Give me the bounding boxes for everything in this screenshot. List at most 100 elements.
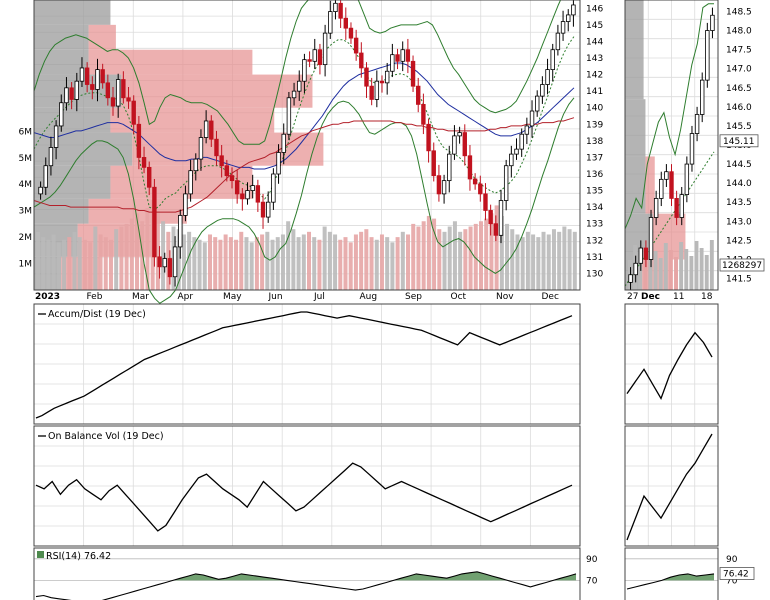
candle-body [689,133,695,165]
volume-bar [88,242,93,290]
accum_dist-title: Accum/Dist (19 Dec) [48,309,146,320]
volume-bar [140,221,145,290]
volume-bar [684,249,689,290]
x-axis-label: Jul [313,292,325,302]
volume-bar [468,226,473,290]
price-tick-label: 146.5 [726,84,752,94]
volume-bar [67,237,72,290]
candle-body [540,84,545,97]
volume-bar [46,239,51,290]
volume-bar [307,231,312,290]
candle-body [79,67,85,82]
candle-body [343,17,348,29]
volume-bar [421,221,426,290]
candle-body [694,114,700,134]
candle-body [653,198,659,218]
volume-bar [239,231,244,290]
x-axis-label: Aug [360,292,378,302]
price-tick-label: 136 [586,170,603,180]
volume-bar [369,237,374,290]
bollinger-middle-line [33,36,575,211]
volume-tick-label: 1M [19,260,33,270]
volume-bar [135,213,140,290]
candle-body [271,173,276,203]
volume-by-price-up-bar [645,156,655,214]
candle-body [457,132,462,137]
volume-bar [374,239,379,290]
volume-bar [77,237,82,290]
candle-body [643,247,649,260]
last-price-tag [719,134,759,148]
candle-body [441,180,447,195]
candle-body [162,258,167,268]
candle-body [276,152,281,175]
volume-bar [56,242,61,290]
last-volume-tag [719,258,765,272]
volume-bar [531,234,536,290]
candle-body [219,155,224,167]
candle-body [188,170,193,195]
sma-50-line [33,62,575,170]
volume-by-price-down-bar [625,99,646,157]
candle-body [503,165,509,201]
candle-body [700,79,705,115]
panel-frame [33,303,581,425]
candle-body [157,256,162,268]
legend-swatch [37,551,44,558]
candle-body [452,135,457,155]
rsi-tick-label: 70 [586,576,598,586]
panel-background [625,548,718,600]
candle-body [209,120,214,140]
candle-body [266,201,271,218]
volume-tick-label: 6M [19,127,33,137]
volume-bar [426,215,431,290]
volume-by-price-up-bar [110,165,253,199]
sma-200-line [33,117,575,213]
price-tick-label: 143.5 [726,198,752,208]
volume-bar [653,251,658,290]
candle-body [286,97,292,135]
candle-body [369,85,374,100]
volume-bar [301,234,306,290]
candle-body [405,49,411,62]
candle-body [364,67,369,87]
candle-body [664,171,669,180]
volume-bar [275,237,280,290]
x-axis-label: May [223,292,242,302]
bollinger-upper-line [624,3,714,230]
bollinger-middle-line [624,151,715,287]
volume-bar [395,237,400,290]
candle-body [638,247,643,264]
volume-bar [286,221,291,290]
volume-bar [489,213,494,290]
candle-body [167,258,173,278]
candle-body [147,166,152,188]
volume-bar [223,234,228,290]
candle-body [550,49,555,71]
volume-bar [484,218,489,290]
obv-title: On Balance Vol (19 Dec) [48,431,164,442]
zoomed-price-panel: 141.5142.0142.5143.0143.5144.0144.5145.0… [624,0,765,302]
volume-bar [181,234,186,290]
candle-body [110,97,116,107]
candle-body [566,14,571,22]
candle-body [519,133,524,150]
accum_dist-line-zoomed [626,331,713,401]
candle-body [710,14,715,31]
accum_dist-line [35,311,573,419]
volume-bar [709,240,714,290]
volume-bar [643,259,648,290]
rsi-line-overbought-fill [36,571,576,581]
volume-bar [124,223,129,290]
volume-bar [704,255,709,290]
price-tick-label: 146.0 [726,103,752,113]
volume-bar [499,215,504,290]
candle-body [555,32,561,51]
accum-dist-panel: Accum/Dist (19 Dec) [33,303,719,425]
volume-bar [93,226,98,290]
candle-body [312,49,317,62]
volume-bar [312,237,317,290]
volume-bar [638,252,643,290]
volume-bar [333,234,338,290]
candle-body [488,210,493,225]
